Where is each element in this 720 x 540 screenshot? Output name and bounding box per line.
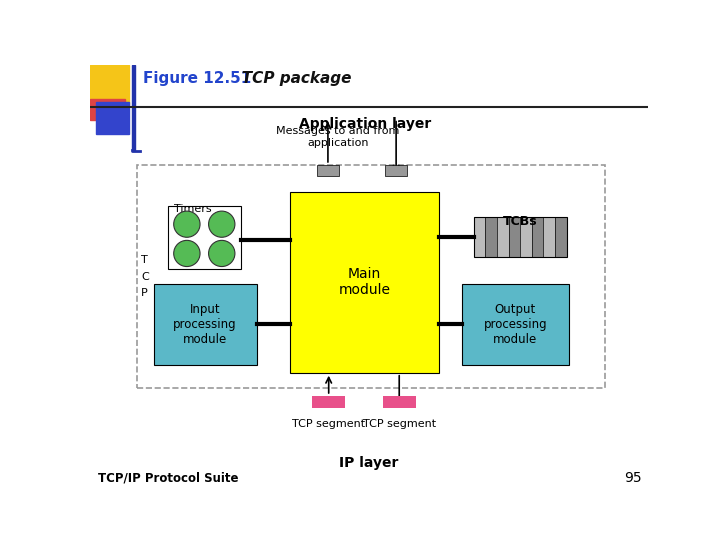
Bar — [555, 217, 567, 257]
Text: IP layer: IP layer — [339, 456, 399, 470]
Bar — [520, 217, 532, 257]
Text: T
C
P: T C P — [141, 255, 149, 298]
Text: TCP/IP Protocol Suite: TCP/IP Protocol Suite — [98, 471, 238, 484]
Circle shape — [174, 211, 200, 237]
Text: 95: 95 — [624, 471, 642, 485]
Text: Figure 12.51: Figure 12.51 — [143, 71, 251, 86]
Text: TCP segment: TCP segment — [292, 419, 365, 429]
Circle shape — [209, 240, 235, 267]
Text: Messages to and from
application: Messages to and from application — [276, 126, 400, 148]
Bar — [317, 165, 339, 176]
Bar — [90, 99, 125, 120]
Text: Input
processing
module: Input processing module — [174, 303, 237, 346]
Bar — [383, 396, 415, 408]
Bar — [474, 217, 485, 257]
Bar — [532, 217, 544, 257]
Text: TCBs: TCBs — [503, 215, 537, 228]
Circle shape — [174, 240, 200, 267]
Bar — [290, 192, 438, 373]
Circle shape — [209, 211, 235, 237]
Bar — [312, 396, 345, 408]
Bar — [385, 165, 407, 176]
Text: Output
processing
module: Output processing module — [484, 303, 547, 346]
Bar — [168, 206, 241, 269]
Text: TCP package: TCP package — [225, 71, 351, 86]
Bar — [90, 65, 129, 105]
Bar — [96, 102, 129, 134]
Bar — [462, 284, 569, 365]
Text: Main
module: Main module — [338, 267, 390, 298]
Bar — [153, 284, 256, 365]
Bar — [485, 217, 497, 257]
Bar — [544, 217, 555, 257]
Bar — [508, 217, 520, 257]
Bar — [497, 217, 508, 257]
Text: TCP segment: TCP segment — [363, 419, 436, 429]
Bar — [474, 217, 567, 257]
Bar — [132, 65, 135, 150]
Text: Timers: Timers — [174, 204, 212, 214]
Bar — [137, 165, 606, 388]
Text: Application layer: Application layer — [299, 117, 431, 131]
